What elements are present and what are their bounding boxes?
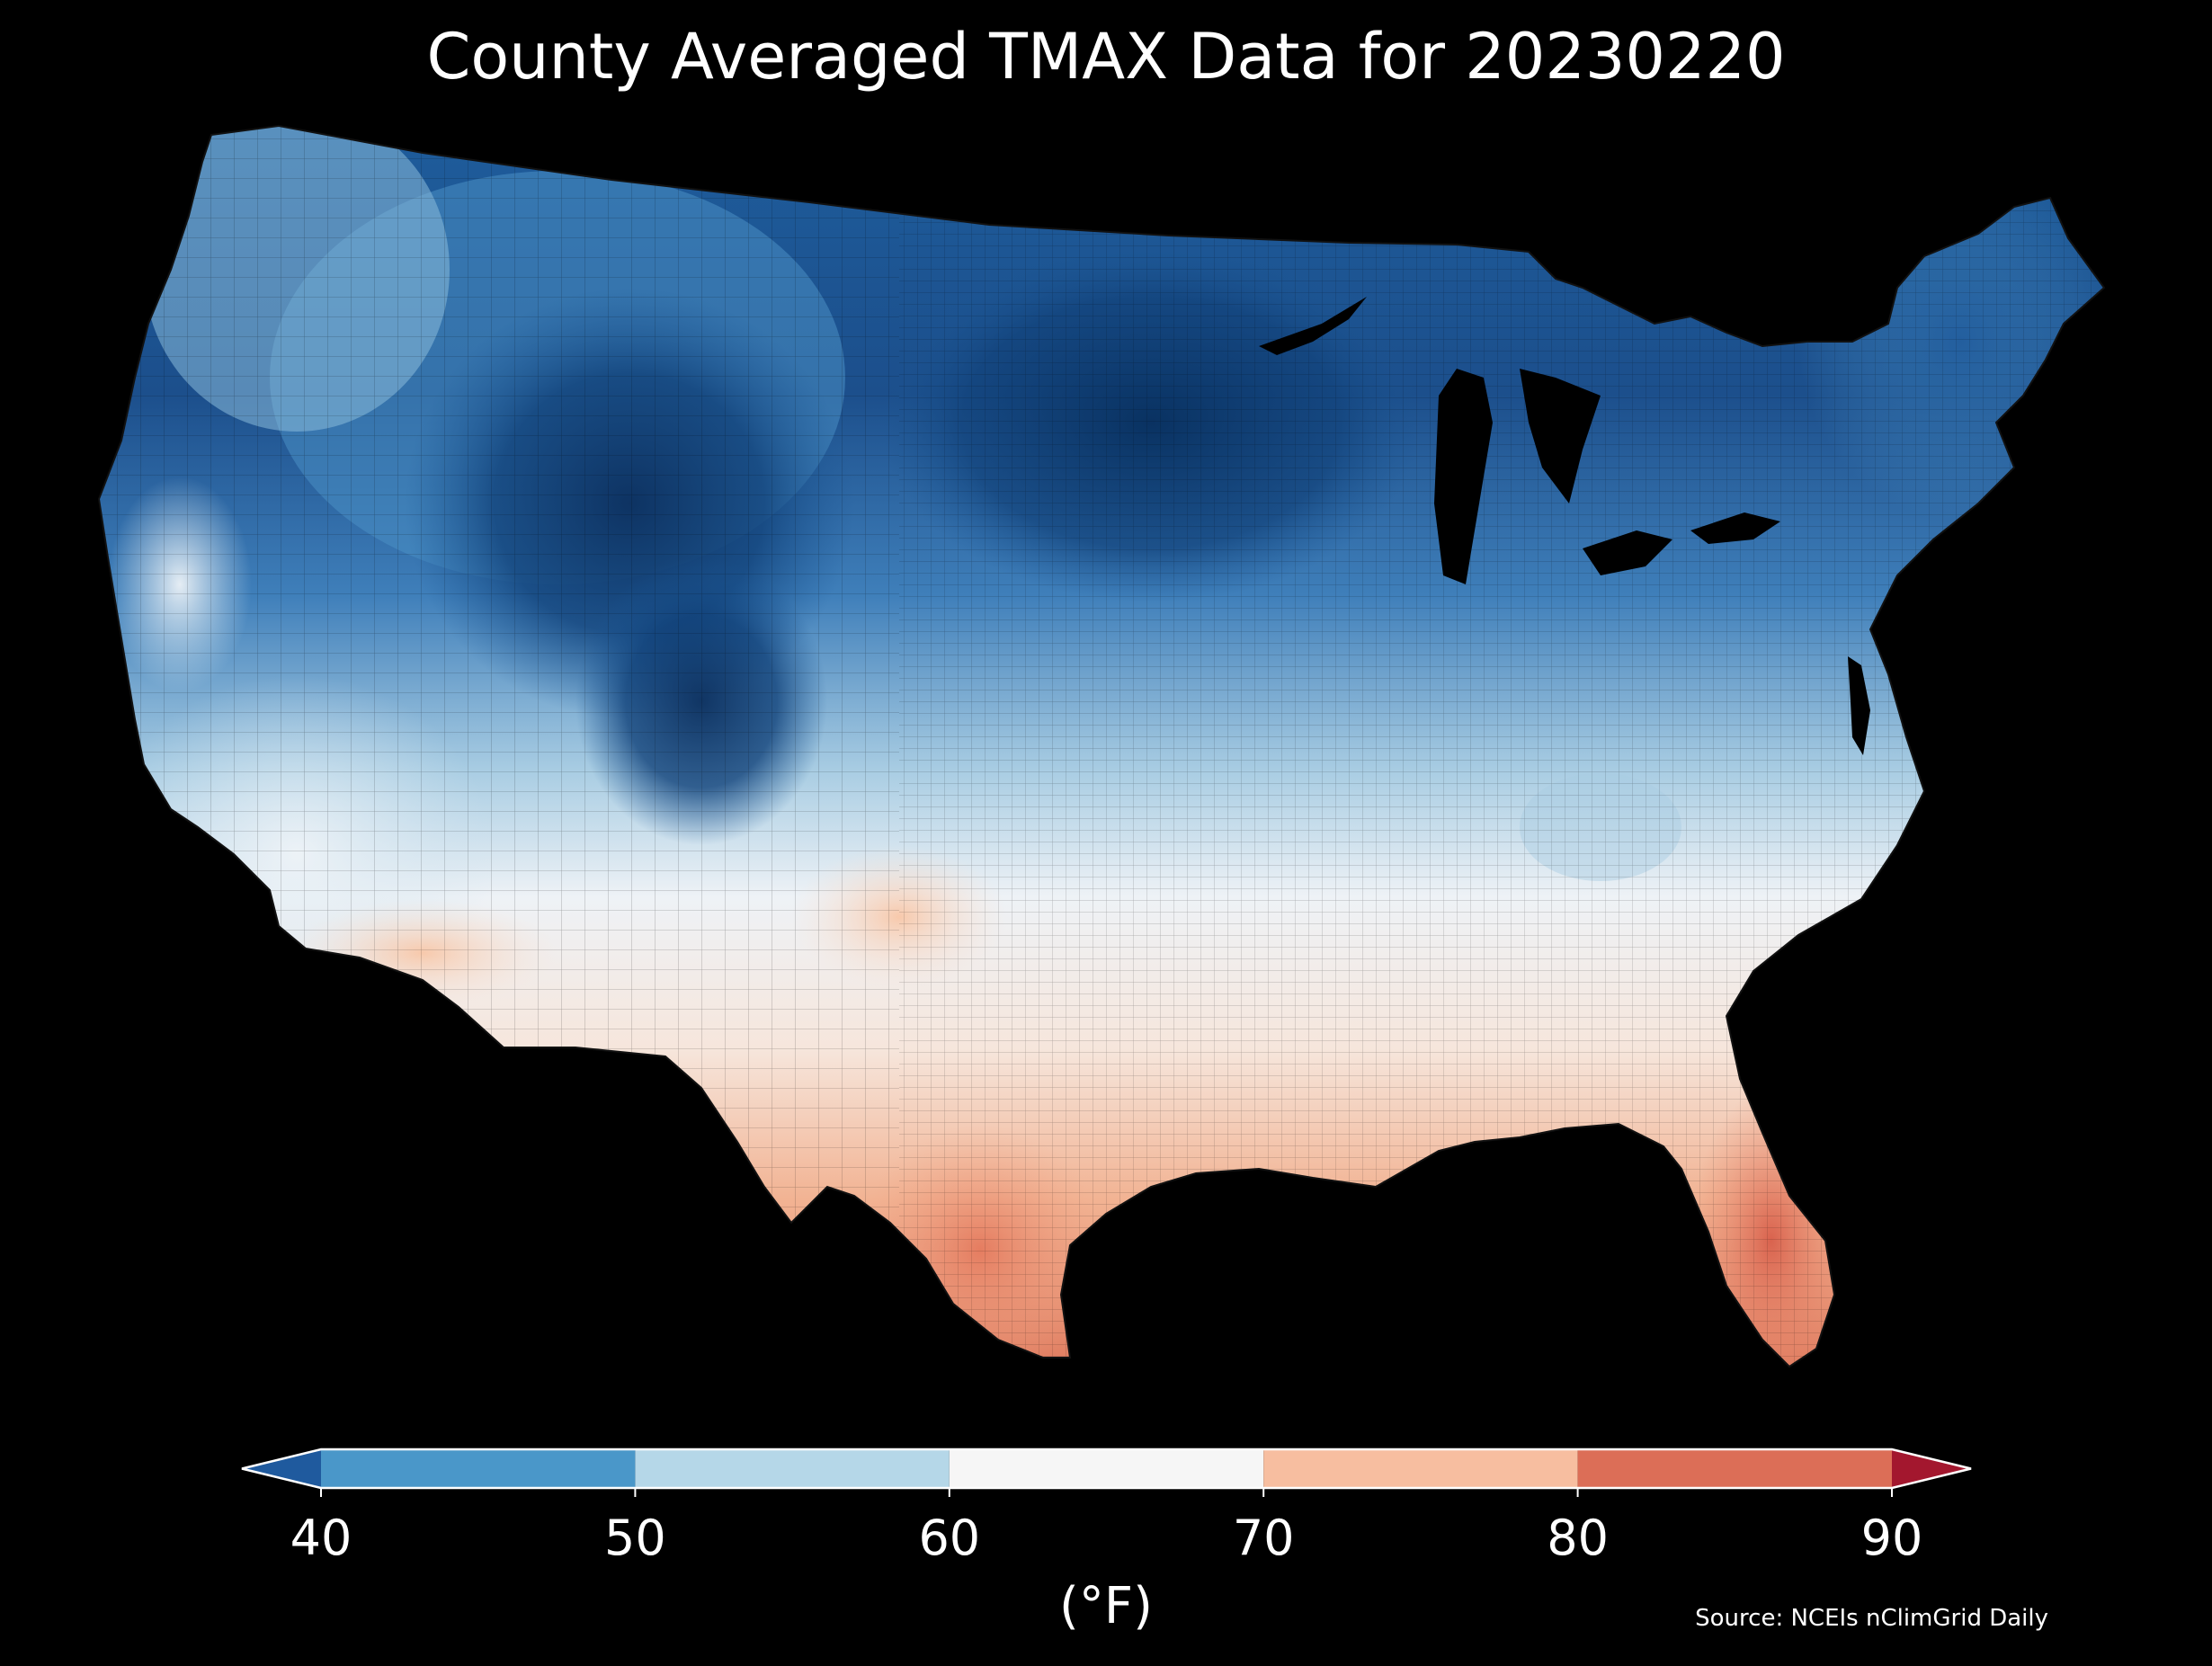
colorbar-tick-label: 40: [290, 1510, 352, 1566]
colorbar-tick-label: 90: [1861, 1510, 1923, 1566]
map-title: County Averaged TMAX Data for 20230220: [426, 20, 1786, 94]
great-lakes: [1259, 297, 1780, 584]
colorbar-bin: [949, 1449, 1264, 1488]
source-credit: Source: NCEIs nClimGrid Daily: [1695, 1605, 2048, 1632]
colorbar-bin: [1577, 1449, 1892, 1488]
colorbar-tick-label: 50: [604, 1510, 666, 1566]
colorbar-tick-label: 60: [918, 1510, 980, 1566]
colorbar-bin: [1263, 1449, 1578, 1488]
chesapeake-bay: [1848, 656, 1870, 755]
colorbar-tick-label: 80: [1547, 1510, 1609, 1566]
colorbar-tick-label: 70: [1233, 1510, 1295, 1566]
colorbar-extend-high: [1892, 1449, 1971, 1488]
colorbar-bin: [635, 1449, 950, 1488]
colorbar-extend-low: [242, 1449, 321, 1488]
colorbar-units-label: (°F): [1059, 1577, 1153, 1635]
colorbar-bin: [321, 1449, 636, 1488]
